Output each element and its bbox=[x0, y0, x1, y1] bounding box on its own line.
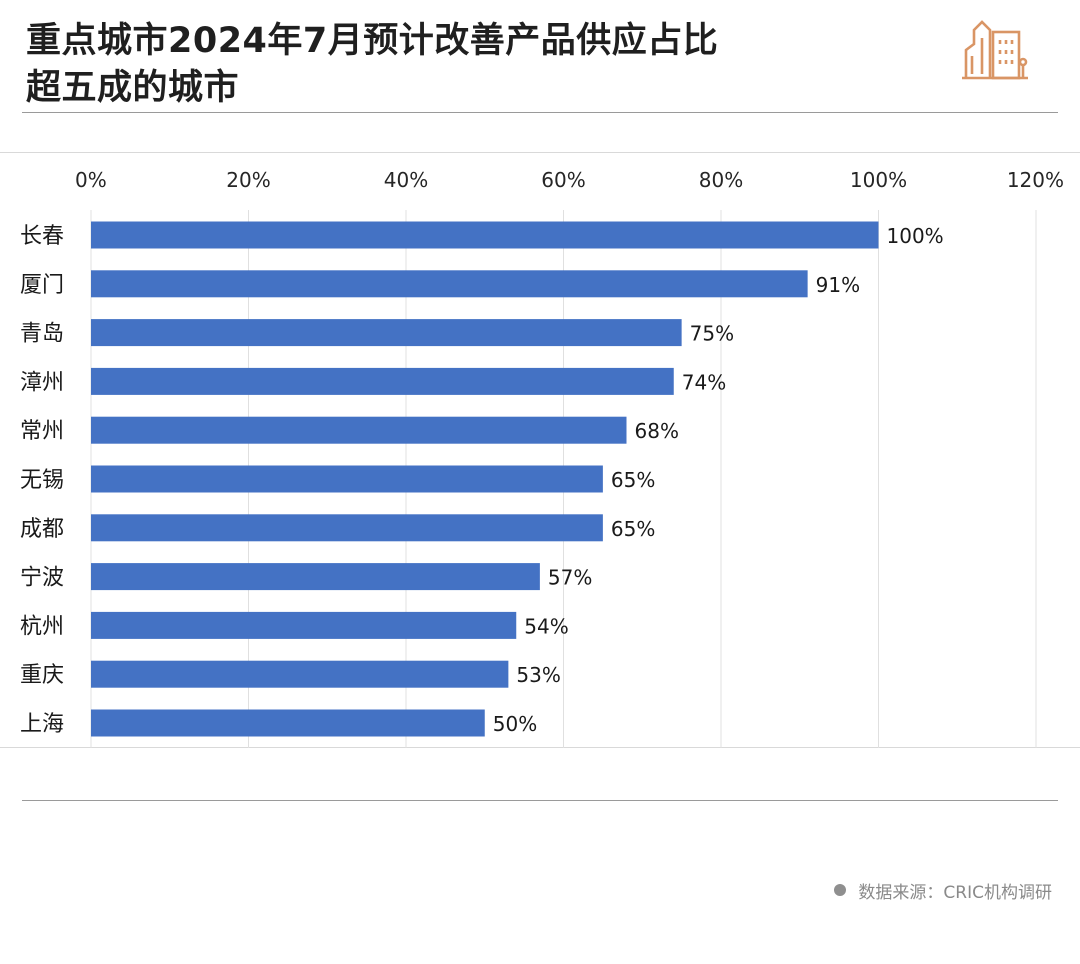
category-label: 漳州 bbox=[20, 370, 64, 395]
x-tick-label: 120% bbox=[1007, 168, 1064, 192]
building-logo-icon bbox=[962, 20, 1028, 80]
bar bbox=[91, 514, 603, 542]
category-label: 宁波 bbox=[20, 566, 64, 591]
category-label: 上海 bbox=[20, 712, 64, 737]
data-label: 65% bbox=[611, 468, 655, 492]
footer-divider bbox=[22, 800, 1058, 801]
chart-title: 重点城市2024年7月预计改善产品供应占比 超五成的城市 bbox=[26, 18, 886, 112]
x-tick-label: 100% bbox=[850, 168, 907, 192]
x-tick-label: 80% bbox=[699, 168, 743, 192]
bar bbox=[91, 416, 627, 444]
source-note: 数据来源：CRIC机构调研 bbox=[834, 878, 1052, 903]
x-tick-label: 0% bbox=[75, 168, 107, 192]
x-tick-label: 40% bbox=[384, 168, 428, 192]
data-label: 53% bbox=[516, 663, 560, 687]
bar bbox=[91, 270, 808, 298]
x-tick-label: 60% bbox=[541, 168, 585, 192]
category-label: 杭州 bbox=[20, 614, 64, 639]
category-label: 成都 bbox=[20, 517, 64, 542]
category-label: 无锡 bbox=[20, 468, 64, 493]
bar bbox=[91, 221, 879, 249]
data-label: 75% bbox=[690, 322, 734, 346]
bullet-dot-icon bbox=[834, 884, 847, 896]
title-line-2: 超五成的城市 bbox=[26, 68, 240, 108]
data-label: 100% bbox=[887, 224, 944, 248]
data-label: 65% bbox=[611, 517, 655, 541]
bar bbox=[91, 465, 603, 493]
data-label: 54% bbox=[524, 614, 568, 638]
category-label: 常州 bbox=[20, 419, 64, 444]
category-label: 青岛 bbox=[20, 322, 64, 347]
title-line-1: 重点城市2024年7月预计改善产品供应占比 bbox=[26, 21, 719, 61]
category-label: 重庆 bbox=[20, 663, 64, 688]
data-label: 57% bbox=[548, 566, 592, 590]
category-label: 长春 bbox=[20, 224, 64, 249]
category-label: 厦门 bbox=[20, 273, 64, 298]
bar bbox=[91, 611, 517, 639]
data-label: 50% bbox=[493, 712, 537, 736]
bar bbox=[91, 660, 509, 688]
data-label: 68% bbox=[635, 419, 679, 443]
bar bbox=[91, 709, 485, 737]
data-label: 91% bbox=[816, 273, 860, 297]
chart-frame bbox=[0, 152, 1080, 748]
bar bbox=[91, 367, 674, 395]
source-text: 数据来源：CRIC机构调研 bbox=[858, 882, 1052, 903]
header-divider bbox=[22, 112, 1058, 113]
data-label: 74% bbox=[682, 370, 726, 394]
bar bbox=[91, 563, 540, 591]
x-tick-label: 20% bbox=[226, 168, 270, 192]
bar bbox=[91, 319, 682, 347]
